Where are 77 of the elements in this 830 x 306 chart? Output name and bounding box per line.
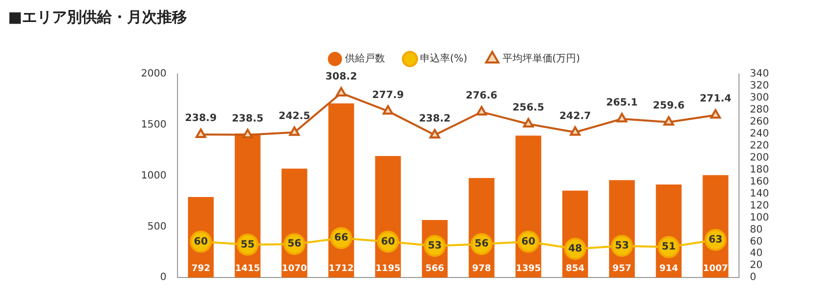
point <box>710 109 721 119</box>
data-label: 276.6 <box>466 90 498 102</box>
y2-tick-label: 240 <box>750 128 770 140</box>
data-label: 566 <box>425 264 444 274</box>
data-label: 259.6 <box>652 100 685 112</box>
data-label: 53 <box>428 240 442 252</box>
data-label: 238.5 <box>232 113 264 124</box>
data-label: 56 <box>287 238 302 250</box>
y-tick-label: 2000 <box>140 68 166 80</box>
data-label: 242.7 <box>559 110 592 122</box>
y2-tick-label: 300 <box>750 92 770 104</box>
legend-label: 平均坪単価(万円) <box>502 52 580 65</box>
y2-tick-label: 280 <box>750 104 770 116</box>
data-label: 238.2 <box>418 114 451 125</box>
data-label: 238.9 <box>185 113 217 124</box>
data-label: 308.2 <box>325 72 358 83</box>
point <box>382 105 394 115</box>
y2-tick-label: 20 <box>750 260 763 272</box>
data-label: 277.9 <box>372 90 404 101</box>
data-label: 256.5 <box>512 102 544 114</box>
data-label: 66 <box>334 232 348 244</box>
data-label: 792 <box>191 264 210 274</box>
data-label: 60 <box>521 236 536 248</box>
point <box>242 128 253 138</box>
y-tick-label: 500 <box>147 221 166 232</box>
data-label: 51 <box>662 242 676 253</box>
y2-tick-label: 160 <box>750 176 770 188</box>
data-label: 1395 <box>516 264 541 274</box>
data-label: 63 <box>708 234 723 246</box>
point <box>336 87 347 97</box>
y2-tick-label: 320 <box>750 80 770 92</box>
y2-tick-label: 40 <box>750 248 763 260</box>
point <box>196 128 206 138</box>
data-label: 271.4 <box>700 94 732 105</box>
data-label: 53 <box>614 240 629 252</box>
data-label: 1070 <box>282 264 307 274</box>
y2-tick-label: 0 <box>750 272 756 284</box>
data-label: 854 <box>566 264 585 274</box>
bar <box>328 103 354 278</box>
point <box>429 128 440 138</box>
point <box>616 112 628 122</box>
y2-tick-label: 340 <box>750 68 770 80</box>
y-tick-label: 0 <box>160 272 166 284</box>
y2-tick-label: 200 <box>750 152 770 164</box>
data-label: 1415 <box>235 264 260 274</box>
y2-tick-label: 60 <box>750 236 763 248</box>
data-label: 48 <box>568 243 582 254</box>
data-label: 1712 <box>328 264 354 274</box>
y2-tick-label: 140 <box>750 188 770 200</box>
data-label: 265.1 <box>606 97 638 108</box>
bar <box>515 136 542 278</box>
point <box>289 126 300 136</box>
data-label: 978 <box>472 264 491 274</box>
legend-label: 供給戸数 <box>344 52 385 65</box>
y2-tick-label: 220 <box>750 140 770 152</box>
y2-tick-label: 80 <box>750 224 763 236</box>
point <box>570 126 580 136</box>
data-label: 60 <box>194 236 208 248</box>
y-tick-label: 1000 <box>140 170 166 182</box>
data-label: 55 <box>240 239 255 250</box>
data-label: 914 <box>659 264 678 274</box>
data-label: 1007 <box>702 264 728 274</box>
point <box>476 106 487 116</box>
y2-tick-label: 180 <box>750 164 770 176</box>
point <box>663 116 674 126</box>
point <box>523 118 534 128</box>
data-label: 56 <box>474 238 489 250</box>
data-label: 242.5 <box>278 110 310 122</box>
data-label: 957 <box>612 264 632 274</box>
chart-title: ■エリア別供給・月次推移 <box>8 8 188 28</box>
data-label: 60 <box>381 236 395 248</box>
y2-tick-label: 100 <box>750 212 770 224</box>
legend-label: 申込率(%) <box>420 52 468 65</box>
y2-tick-label: 120 <box>750 200 770 212</box>
y2-tick-label: 260 <box>750 116 770 128</box>
data-label: 1195 <box>375 264 401 274</box>
y-tick-label: 1500 <box>140 119 166 130</box>
